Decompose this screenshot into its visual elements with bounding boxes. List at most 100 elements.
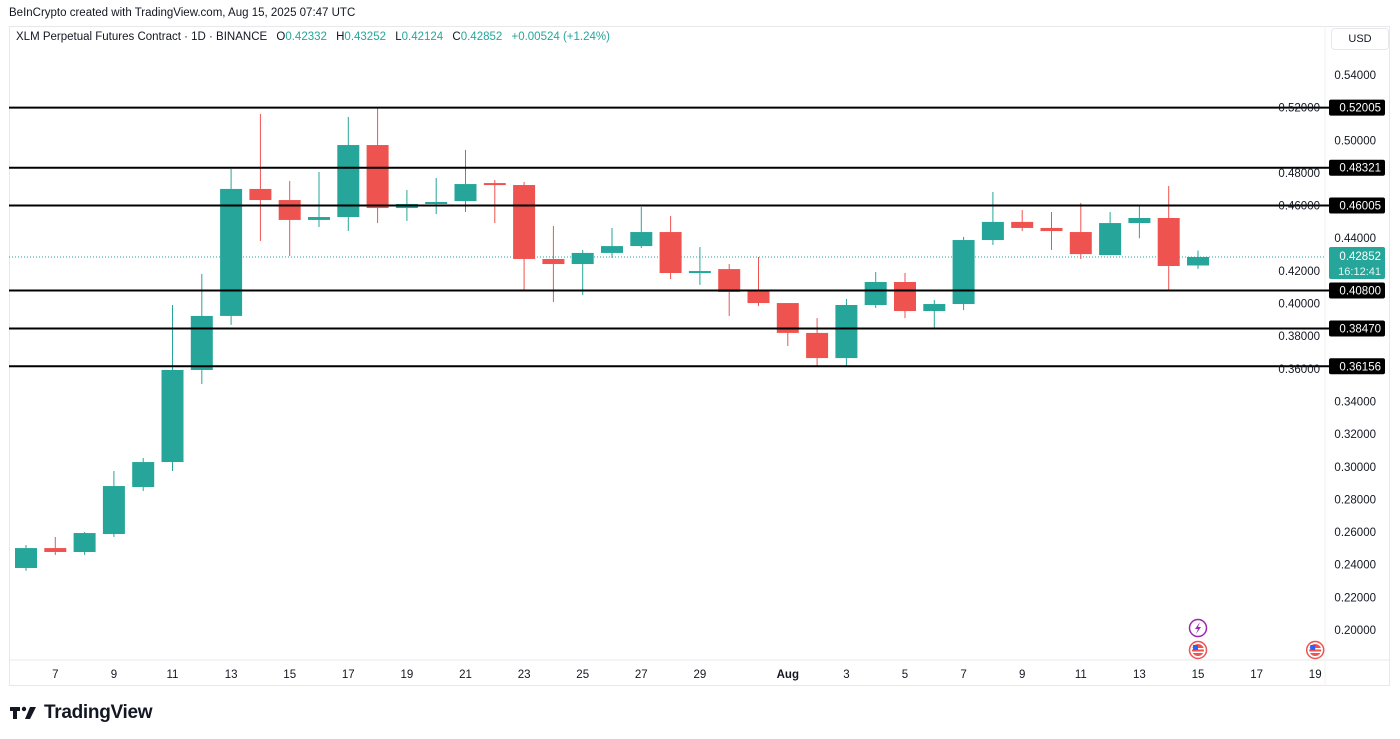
bearish-candle [659, 216, 682, 280]
candle-body [718, 269, 741, 292]
current-price-label-bg [1329, 246, 1385, 279]
us-flag-icon[interactable] [1305, 640, 1325, 660]
bearish-candle [1069, 202, 1092, 259]
candle-body [601, 246, 623, 253]
time-tick-label: 13 [1133, 669, 1146, 681]
bullish-candle [15, 544, 37, 571]
level-price-label: 0.48321 [1339, 163, 1381, 175]
time-tick-label: 5 [902, 669, 908, 681]
candle-body [1040, 227, 1063, 232]
bullish-candle [454, 149, 477, 212]
high-value: 0.43252 [344, 31, 386, 43]
open-label: O [276, 31, 286, 43]
time-tick-label: 9 [111, 669, 117, 681]
bearish-candle [542, 225, 565, 303]
candle-body [1157, 217, 1180, 266]
bullish-candle [132, 457, 155, 491]
level-price-label-bg [1329, 159, 1385, 176]
price-tick-label: 0.24000 [1334, 560, 1376, 572]
bearish-candle [894, 273, 916, 319]
time-tick-label: 9 [1019, 669, 1025, 681]
bearish-candle [366, 106, 389, 224]
level-price-label-bg [1329, 320, 1385, 337]
time-tick-label: 19 [1309, 669, 1322, 681]
bearish-candle [278, 180, 301, 257]
bullish-candle [981, 192, 1004, 245]
bullish-candle [308, 171, 330, 227]
candle-body [366, 145, 389, 209]
chart-frame [9, 26, 1390, 686]
bullish-candle [952, 236, 975, 311]
level-price-label-bg [1329, 282, 1385, 299]
bullish-candle [601, 227, 623, 258]
level-price-label: 0.38470 [1339, 324, 1381, 336]
price-tick-label: 0.20000 [1334, 625, 1376, 637]
bearish-candle [513, 181, 536, 290]
time-tick-label: 7 [960, 669, 966, 681]
bullish-candle [425, 178, 448, 215]
low-label: L [395, 31, 402, 43]
price-tick-label: 0.38000 [1278, 331, 1320, 343]
candle-body [190, 315, 213, 370]
level-price-label-bg [1329, 197, 1385, 214]
candle-body [15, 548, 37, 568]
price-tick-label: 0.28000 [1334, 494, 1376, 506]
time-tick-label: 11 [167, 669, 179, 681]
lightning-icon[interactable] [1188, 618, 1208, 638]
lightning-bolt [1195, 622, 1201, 634]
flag-canton [1193, 645, 1198, 650]
bearish-candle [483, 179, 506, 224]
bullish-candle [835, 298, 858, 368]
price-tick-label: 0.46000 [1278, 201, 1320, 213]
price-tick-label: 0.34000 [1334, 396, 1376, 408]
symbol-title[interactable]: XLM Perpetual Futures Contract · 1D · BI… [16, 31, 268, 43]
price-tick-label: 0.22000 [1334, 592, 1376, 604]
level-price-label-bg [1329, 358, 1385, 375]
high-label: H [336, 31, 345, 43]
candle-body [308, 217, 330, 220]
candle-body [44, 548, 67, 552]
level-price-label: 0.46005 [1339, 201, 1381, 213]
level-price-label: 0.36156 [1339, 361, 1381, 373]
price-tick-label: 0.42000 [1278, 266, 1320, 278]
price-tick-label: 0.26000 [1334, 527, 1376, 539]
candle-body [220, 188, 243, 316]
price-tick-label: 0.40000 [1278, 299, 1320, 311]
candle-body [1187, 256, 1209, 266]
tradingview-logo[interactable]: TradingView [10, 702, 153, 724]
price-tick-label: 0.48000 [1278, 168, 1320, 180]
current-price-label: 0.42852 [1339, 251, 1381, 263]
candle-body [894, 281, 916, 312]
candle-body [102, 486, 125, 535]
brand-name: TradingView [44, 702, 153, 723]
candle-body [542, 258, 565, 265]
bearish-candle [249, 114, 272, 242]
bullish-candle [630, 207, 653, 249]
candle-body [952, 240, 975, 305]
candle-body [571, 252, 594, 265]
bullish-candle [73, 532, 96, 555]
candle-body [776, 303, 799, 333]
time-tick-label: 21 [459, 669, 472, 681]
bar-countdown-label: 16:12:41 [1338, 266, 1381, 278]
flag-stripe [1309, 651, 1322, 653]
candle-body [981, 221, 1004, 241]
us-flag-icon[interactable] [1188, 640, 1208, 660]
candle-body [161, 369, 184, 463]
bullish-candle [688, 247, 711, 285]
candle-body [249, 188, 272, 201]
candle-body [483, 183, 506, 186]
bullish-candle [1128, 205, 1151, 239]
tradingview-logo-icon [10, 706, 36, 719]
candle-body [513, 185, 536, 259]
candle-body [132, 462, 155, 488]
chart-credit: BeInCrypto created with TradingView.com,… [9, 7, 356, 19]
flag-canton [1310, 645, 1316, 650]
bullish-candle [161, 305, 184, 472]
candle-body [1099, 223, 1122, 256]
price-tick-label: 0.44000 [1334, 233, 1376, 245]
currency-button[interactable]: USD [1331, 28, 1389, 50]
candle-body [659, 232, 682, 274]
time-tick-label: 3 [843, 669, 849, 681]
